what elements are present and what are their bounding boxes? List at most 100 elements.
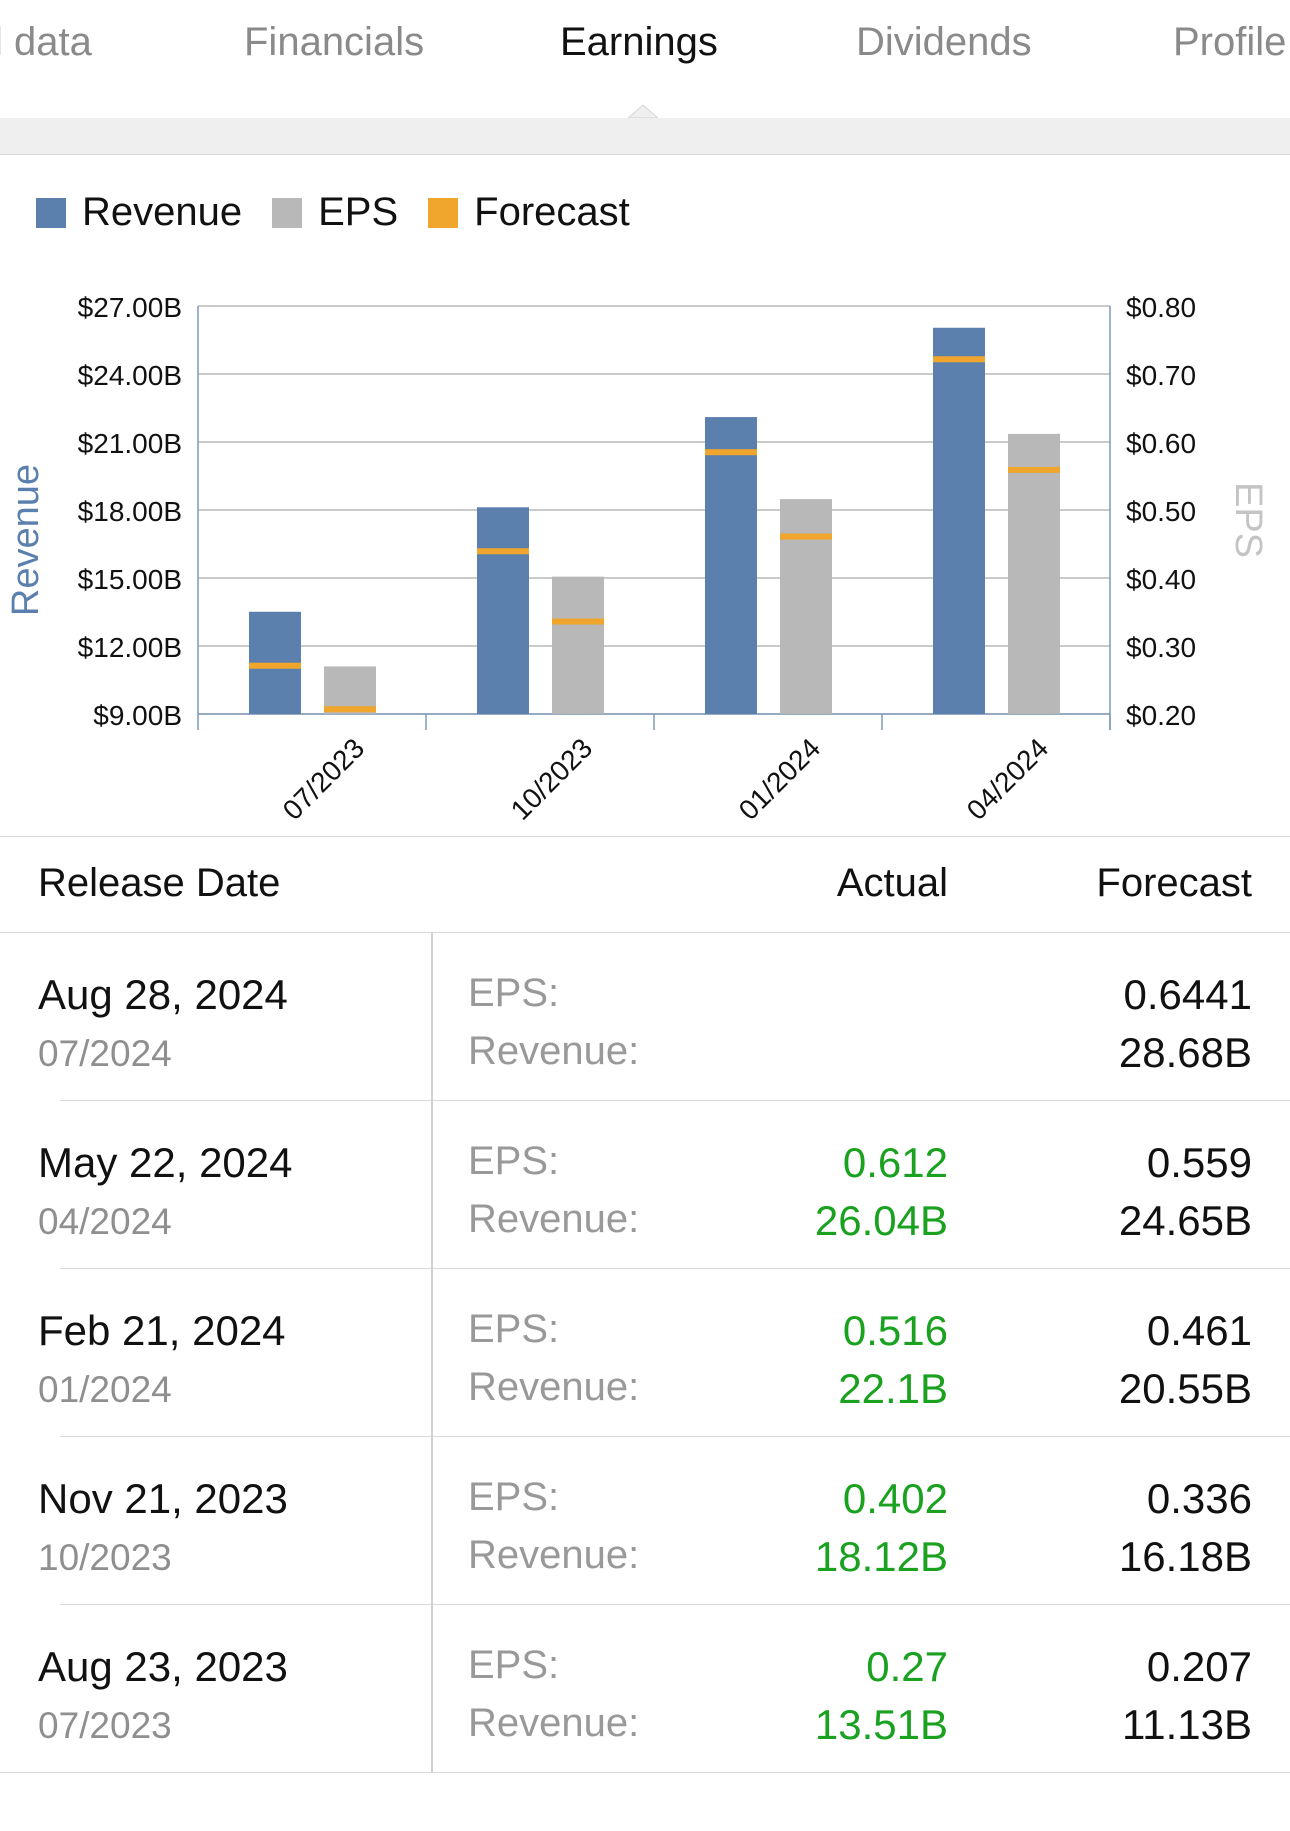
release-date: Nov 21, 2023 bbox=[38, 1475, 288, 1522]
fiscal-period: 04/2024 bbox=[38, 1201, 172, 1242]
revenue-label: Revenue: bbox=[468, 1701, 640, 1745]
legend-swatch-revenue bbox=[36, 197, 66, 228]
revenue-label: Revenue: bbox=[468, 1365, 640, 1409]
release-date: May 22, 2024 bbox=[38, 1139, 293, 1186]
revenue-bar bbox=[933, 327, 985, 714]
revenue-bar bbox=[477, 507, 529, 714]
forecast-revenue: 28.68B bbox=[1118, 1029, 1252, 1076]
revenue-forecast-marker bbox=[477, 548, 529, 555]
forecast-revenue: 24.65B bbox=[1118, 1197, 1252, 1244]
earnings-table: Aug 28, 2024 07/2024 EPS: Revenue: 0.644… bbox=[0, 933, 1290, 1773]
eps-label: EPS: bbox=[468, 971, 560, 1015]
tab-earnings[interactable]: Earnings bbox=[560, 20, 718, 64]
tab-financials[interactable]: Financials bbox=[244, 20, 425, 64]
right-axis-tick-label: $0.30 bbox=[1126, 632, 1196, 663]
table-divider bbox=[0, 836, 1290, 837]
forecast-revenue: 20.55B bbox=[1118, 1365, 1252, 1412]
actual-revenue: 26.04B bbox=[814, 1197, 948, 1244]
forecast-revenue: 16.18B bbox=[1118, 1533, 1252, 1580]
forecast-eps: 0.207 bbox=[1146, 1643, 1252, 1690]
actual-eps: 0.402 bbox=[842, 1475, 948, 1522]
actual-eps: 0.516 bbox=[842, 1307, 948, 1354]
left-axis-tick-label: $18.00B bbox=[78, 496, 182, 527]
fiscal-period: 10/2023 bbox=[38, 1537, 172, 1578]
right-axis-tick-label: $0.20 bbox=[1126, 700, 1196, 731]
chart-legend: Revenue EPS Forecast bbox=[36, 190, 660, 235]
release-date: Feb 21, 2024 bbox=[38, 1307, 286, 1354]
header-actual: Actual bbox=[836, 861, 948, 905]
eps-bar bbox=[1008, 433, 1060, 714]
actual-eps: 0.27 bbox=[866, 1643, 948, 1690]
column-separator bbox=[431, 1437, 433, 1604]
forecast-revenue: 11.13B bbox=[1122, 1701, 1252, 1748]
legend-item-eps: EPS bbox=[272, 190, 398, 235]
eps-forecast-marker bbox=[324, 706, 376, 713]
eps-label: EPS: bbox=[468, 1139, 560, 1183]
right-axis-tick-label: $0.50 bbox=[1126, 496, 1196, 527]
column-separator bbox=[431, 1101, 433, 1268]
row-divider-inset bbox=[0, 1100, 60, 1101]
x-axis-category-label: 04/2024 bbox=[961, 732, 1054, 825]
actual-revenue: 22.1B bbox=[838, 1365, 948, 1412]
release-date: Aug 28, 2024 bbox=[38, 971, 288, 1018]
revenue-bar bbox=[705, 417, 757, 714]
eps-forecast-marker bbox=[552, 618, 604, 625]
right-axis-tick-label: $0.40 bbox=[1126, 564, 1196, 595]
column-separator bbox=[431, 933, 433, 1100]
right-axis-title: EPS bbox=[1227, 482, 1269, 558]
table-row[interactable]: Aug 23, 2023 07/2023 EPS: Revenue: 0.27 … bbox=[0, 1605, 1290, 1773]
revenue-forecast-marker bbox=[705, 449, 757, 456]
legend-item-revenue: Revenue bbox=[36, 190, 242, 235]
eps-bar bbox=[780, 499, 832, 714]
left-axis-tick-label: $21.00B bbox=[78, 428, 182, 459]
forecast-eps: 0.461 bbox=[1146, 1307, 1252, 1354]
fiscal-period: 01/2024 bbox=[38, 1369, 172, 1410]
table-row[interactable]: Feb 21, 2024 01/2024 EPS: Revenue: 0.516… bbox=[0, 1269, 1290, 1437]
x-axis-category-label: 01/2024 bbox=[733, 732, 826, 825]
right-axis-tick-label: $0.60 bbox=[1126, 428, 1196, 459]
eps-bar bbox=[324, 666, 376, 714]
left-axis-tick-label: $12.00B bbox=[78, 632, 182, 663]
tab-historical-data[interactable]: l data bbox=[0, 20, 92, 64]
forecast-eps: 0.6441 bbox=[1123, 971, 1252, 1018]
table-row[interactable]: May 22, 2024 04/2024 EPS: Revenue: 0.612… bbox=[0, 1101, 1290, 1269]
tab-profile[interactable]: Profile bbox=[1173, 20, 1287, 64]
revenue-label: Revenue: bbox=[468, 1029, 640, 1073]
table-row[interactable]: Aug 28, 2024 07/2024 EPS: Revenue: 0.644… bbox=[0, 933, 1290, 1101]
tab-dividends[interactable]: Dividends bbox=[856, 20, 1032, 64]
legend-swatch-eps bbox=[272, 197, 303, 228]
eps-forecast-marker bbox=[1008, 466, 1060, 473]
tab-bar-separator bbox=[0, 118, 1290, 155]
right-axis-tick-label: $0.80 bbox=[1126, 292, 1196, 323]
release-date: Aug 23, 2023 bbox=[38, 1643, 288, 1690]
header-release-date: Release Date bbox=[38, 861, 281, 905]
legend-item-forecast: Forecast bbox=[428, 190, 630, 235]
legend-label: EPS bbox=[318, 190, 399, 234]
revenue-label: Revenue: bbox=[468, 1197, 640, 1241]
revenue-forecast-marker bbox=[249, 662, 301, 669]
actual-revenue: 18.12B bbox=[814, 1533, 948, 1580]
legend-label: Revenue bbox=[82, 190, 243, 234]
row-divider-inset bbox=[0, 1268, 60, 1269]
left-axis-tick-label: $9.00B bbox=[93, 700, 182, 731]
left-axis-title: Revenue bbox=[5, 464, 47, 616]
x-axis-category-label: 07/2023 bbox=[277, 732, 370, 825]
revenue-forecast-marker bbox=[933, 356, 985, 363]
eps-bar bbox=[552, 576, 604, 714]
actual-revenue: 13.51B bbox=[814, 1701, 948, 1748]
fiscal-period: 07/2023 bbox=[38, 1705, 172, 1746]
active-tab-indicator bbox=[628, 104, 658, 118]
eps-label: EPS: bbox=[468, 1475, 560, 1519]
column-separator bbox=[431, 1269, 433, 1436]
legend-label: Forecast bbox=[474, 190, 630, 234]
left-axis-tick-label: $15.00B bbox=[78, 564, 182, 595]
table-row[interactable]: Nov 21, 2023 10/2023 EPS: Revenue: 0.402… bbox=[0, 1437, 1290, 1605]
earnings-chart: $9.00B $0.20 $12.00B $0.30 $15.00B $0.40 $18.0… bbox=[5, 292, 1269, 826]
left-axis-tick-label: $24.00B bbox=[78, 360, 182, 391]
legend-swatch-forecast bbox=[428, 197, 459, 228]
x-axis-category-label: 10/2023 bbox=[505, 732, 598, 825]
column-separator bbox=[431, 1605, 433, 1772]
eps-forecast-marker bbox=[780, 533, 832, 540]
row-divider-inset bbox=[0, 1604, 60, 1605]
header-forecast: Forecast bbox=[1096, 861, 1252, 905]
